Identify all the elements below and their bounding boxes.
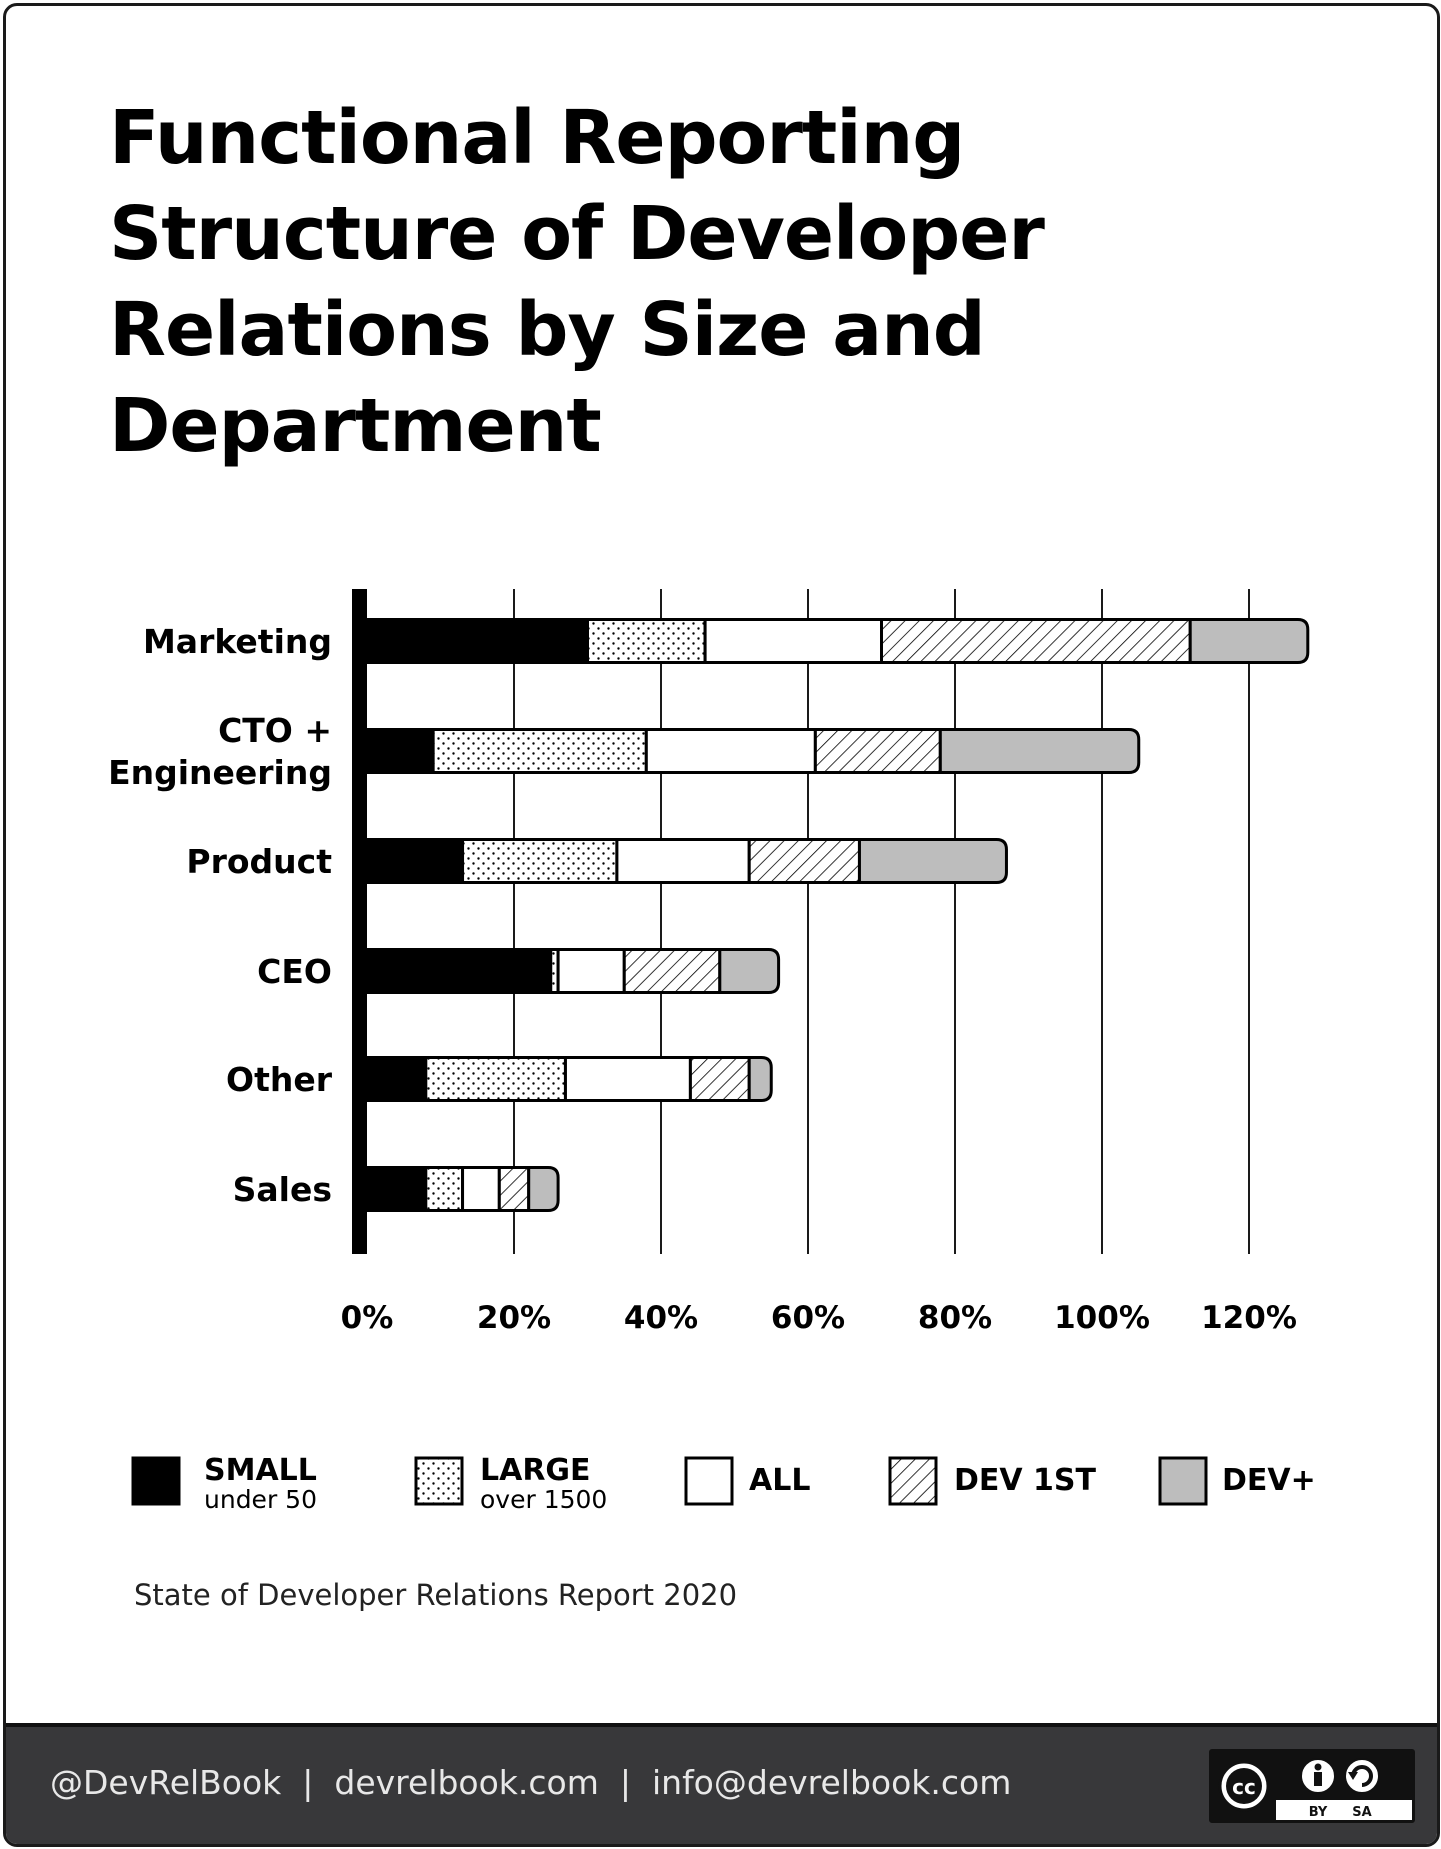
x-tick-label: 60% — [771, 1300, 845, 1336]
bar-segment-all — [703, 618, 883, 664]
footer-handle-link[interactable]: @DevRelBook — [50, 1763, 282, 1802]
x-tick-label: 20% — [477, 1300, 551, 1336]
bar-segment-large — [431, 728, 648, 774]
category-label: Engineering — [108, 753, 332, 792]
gridlines — [513, 589, 1250, 1254]
footer-bar: @DevRelBook | devrelbook.com | info@devr… — [6, 1723, 1437, 1844]
bar-segment-devplus — [938, 728, 1141, 774]
footer-separator: | — [619, 1763, 631, 1802]
bar-segment-dev1st — [497, 1166, 531, 1212]
bar-segment-dev1st — [747, 838, 861, 884]
footer-website-link[interactable]: devrelbook.com — [334, 1763, 599, 1802]
legend-swatch-large — [414, 1456, 464, 1506]
bar-segment-all — [615, 838, 751, 884]
bar-segment-large — [461, 838, 619, 884]
bar-segment-all — [644, 728, 817, 774]
bar-segment-devplus — [857, 838, 1008, 884]
x-tick-label: 80% — [918, 1300, 992, 1336]
bar-segment-devplus — [527, 1166, 560, 1212]
category-label: Other — [226, 1060, 333, 1099]
legend-swatch-small — [131, 1456, 181, 1506]
cc-by-sa-icon: cc BY SA — [1212, 1752, 1412, 1820]
x-tick-label: 40% — [624, 1300, 698, 1336]
legend-sublabel-large: over 1500 — [480, 1485, 607, 1514]
stacked-bar-chart: Marketing CTO +Engineering Product CEO Other… — [108, 589, 1316, 1514]
footer-email-link[interactable]: info@devrelbook.com — [651, 1763, 1012, 1802]
x-tick-label: 100% — [1054, 1300, 1150, 1336]
legend-label-all: ALL — [749, 1463, 810, 1498]
bar-segment-all — [556, 948, 626, 994]
category-label: Marketing — [143, 622, 332, 661]
category-label: CTO + — [218, 711, 332, 750]
legend-swatch-devplus — [1158, 1456, 1208, 1506]
infographic-card: Functional Reporting Structure of Develo… — [3, 3, 1440, 1847]
bar-segment-small — [365, 838, 465, 884]
bar-segment-all — [461, 1166, 501, 1212]
bar-segment-dev1st — [880, 618, 1192, 664]
bar-segment-devplus — [1188, 618, 1310, 664]
bar-segment-devplus — [747, 1056, 773, 1102]
bar-segment-large — [586, 618, 707, 664]
category-label: Product — [186, 842, 332, 881]
bar-segment-small — [365, 1056, 428, 1102]
bar-segment-small — [365, 618, 589, 664]
bar-segment-dev1st — [813, 728, 942, 774]
y-axis-line — [352, 589, 367, 1254]
category-label: Sales — [233, 1170, 332, 1209]
bar-segment-all — [563, 1056, 692, 1102]
x-tick-label: 0% — [341, 1300, 394, 1336]
footer-contacts: @DevRelBook | devrelbook.com | info@devr… — [50, 1763, 1011, 1802]
y-axis — [352, 589, 367, 1254]
bar-segment-large — [424, 1056, 567, 1102]
bar-segment-small — [365, 1166, 428, 1212]
x-tick-labels: 0% 20% 40% 60% 80% 100% 120% — [341, 1300, 1297, 1336]
footer-separator: | — [302, 1763, 314, 1802]
license-sa-label: SA — [1352, 1805, 1371, 1820]
bar-segment-dev1st — [622, 948, 722, 994]
legend-label-large: LARGE — [480, 1453, 591, 1488]
bar-segment-small — [365, 948, 553, 994]
svg-text:cc: cc — [1232, 1775, 1256, 1799]
legend-label-small: SMALL — [204, 1453, 317, 1488]
category-labels: Marketing CTO +Engineering Product CEO Other… — [108, 622, 333, 1209]
legend-label-dev1st: DEV 1ST — [954, 1463, 1097, 1498]
legend-sublabel-small: under 50 — [204, 1485, 317, 1514]
bar-segment-devplus — [718, 948, 781, 994]
license-by-label: BY — [1309, 1805, 1328, 1820]
source-note: State of Developer Relations Report 2020 — [134, 1578, 738, 1612]
legend-swatch-all — [684, 1456, 734, 1506]
cc-license-badge: cc BY SA — [1209, 1749, 1415, 1823]
page-title: Functional Reporting Structure of Develo… — [109, 95, 1045, 469]
bars — [365, 618, 1310, 1212]
bar-segment-large — [424, 1166, 465, 1212]
legend-label-devplus: DEV+ — [1222, 1463, 1316, 1498]
category-label: CEO — [257, 952, 332, 991]
bar-segment-small — [365, 728, 435, 774]
bar-segment-dev1st — [688, 1056, 751, 1102]
x-tick-label: 120% — [1201, 1300, 1297, 1336]
legend-swatch-dev1st — [888, 1456, 938, 1506]
